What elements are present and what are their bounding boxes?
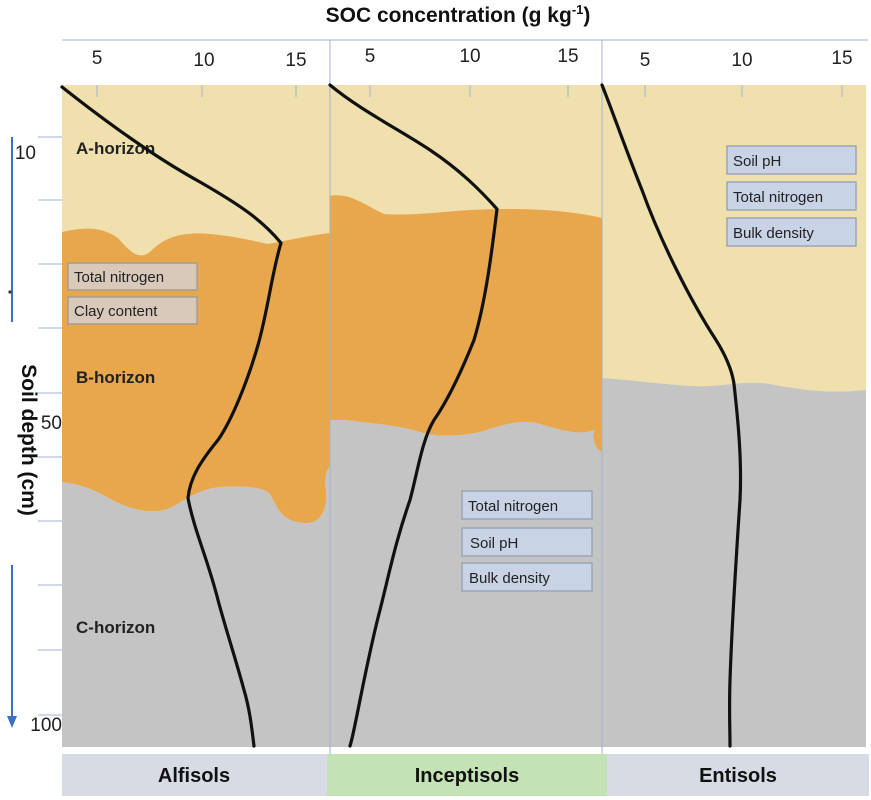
svg-text:Soil pH: Soil pH	[470, 535, 518, 552]
inceptisols-factor-soil-ph: Soil pH	[461, 527, 593, 557]
x-tick-inceptisols-5: 5	[365, 46, 376, 67]
svg-text:Entisols: Entisols	[699, 765, 777, 787]
svg-text:Total nitrogen: Total nitrogen	[733, 189, 823, 206]
svg-text:Bulk density: Bulk density	[733, 225, 814, 242]
svg-text:Total nitrogen: Total nitrogen	[468, 498, 558, 515]
svg-text:Alfisols: Alfisols	[158, 765, 230, 787]
x-tick-alfisols-10: 10	[193, 50, 214, 71]
x-tick-alfisols-5: 5	[92, 48, 103, 69]
y-tick-labels: 10 50 100	[15, 143, 62, 736]
x-tick-alfisols-15: 15	[285, 50, 306, 71]
entisols-label: Entisols	[607, 754, 869, 796]
svg-text:Bulk density: Bulk density	[469, 570, 550, 587]
alfisols-label: Alfisols	[62, 754, 327, 796]
svg-text:Inceptisols: Inceptisols	[415, 765, 519, 787]
svg-text:Clay content: Clay content	[74, 303, 158, 320]
top-axis-ticks	[96, 85, 843, 97]
c-horizon-label: C-horizon	[76, 618, 155, 637]
alfisols-factor-clay-content: Clay content	[67, 296, 198, 325]
panel-alfisols	[62, 85, 330, 747]
alfisols-soc-profile	[60, 85, 283, 748]
alfisols-c-horizon	[62, 466, 330, 747]
svg-text:Soil pH: Soil pH	[733, 153, 781, 170]
x-tick-labels: 5 10 15 5 10 15 5 10 15	[92, 46, 853, 71]
x-tick-entisols-10: 10	[731, 50, 752, 71]
x-tick-inceptisols-10: 10	[459, 46, 480, 67]
svg-text:Total nitrogen: Total nitrogen	[74, 269, 164, 286]
x-tick-entisols-15: 15	[831, 48, 852, 69]
entisols-factor-soil-ph: Soil pH	[726, 145, 857, 175]
inceptisols-factor-bulk-density: Bulk density	[461, 562, 593, 592]
y-tick-100: 100	[30, 715, 62, 736]
b-horizon-label: B-horizon	[76, 368, 155, 387]
x-tick-inceptisols-15: 15	[557, 46, 578, 67]
inceptisols-soc-profile	[328, 83, 499, 748]
y-tick-10: 10	[15, 143, 36, 164]
entisols-factor-total-nitrogen: Total nitrogen	[726, 181, 857, 211]
x-tick-entisols-5: 5	[640, 50, 651, 71]
y-axis-title: Soil depth (cm)	[17, 364, 40, 516]
left-axis-ticks	[38, 136, 62, 716]
a-horizon-label: A-horizon	[76, 139, 155, 158]
y-tick-50: 50	[41, 413, 62, 434]
inceptisols-b-horizon	[330, 195, 602, 453]
entisols-soc-profile	[600, 83, 743, 748]
entisols-factor-bulk-density: Bulk density	[726, 217, 857, 247]
entisols-c-horizon	[602, 378, 866, 747]
inceptisols-factor-total-nitrogen: Total nitrogen	[461, 490, 593, 520]
inceptisols-label: Inceptisols	[327, 754, 607, 796]
x-axis-title: SOC concentration (g kg-1)	[326, 2, 591, 27]
alfisols-factor-total-nitrogen: Total nitrogen	[67, 262, 198, 291]
depth-arrow	[7, 137, 17, 728]
